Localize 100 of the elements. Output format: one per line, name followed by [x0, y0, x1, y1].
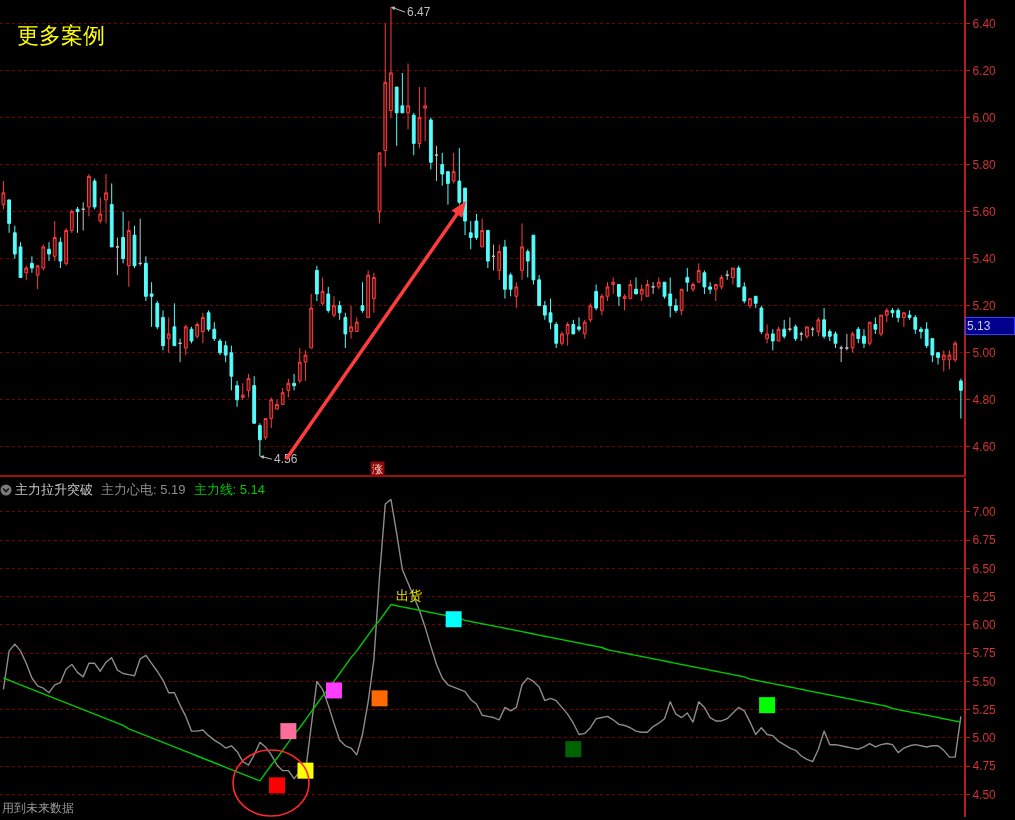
- candlestick: [782, 319, 787, 340]
- candlestick: [64, 227, 69, 267]
- candlestick: [582, 319, 587, 340]
- candlestick: [257, 422, 262, 457]
- y-tick-label: 6.20: [972, 63, 997, 78]
- point: [759, 697, 776, 714]
- candlestick: [269, 396, 274, 429]
- candlestick: [24, 265, 29, 281]
- candlestick: [280, 387, 285, 405]
- candlestick: [428, 117, 433, 170]
- candlestick: [195, 321, 200, 340]
- candlestick: [901, 312, 906, 328]
- candlestick: [856, 326, 861, 344]
- candlestick: [605, 281, 610, 302]
- candlestick: [371, 272, 376, 314]
- candlestick: [423, 86, 428, 142]
- candlestick: [884, 307, 889, 323]
- candlestick: [651, 281, 656, 295]
- candlestick: [844, 333, 849, 351]
- y-tick-label: 5.00: [972, 731, 997, 746]
- candlestick: [958, 378, 963, 420]
- y-tick-label: 5.60: [972, 204, 997, 219]
- candlestick: [92, 178, 97, 210]
- candlestick: [252, 375, 257, 424]
- candlestick: [599, 293, 604, 316]
- candlestick: [235, 380, 239, 408]
- candlestick: [514, 281, 519, 309]
- candlestick: [748, 298, 752, 309]
- y-tick-label: 5.75: [972, 646, 997, 661]
- candlestick: [155, 300, 160, 330]
- y-tick-label: 6.25: [972, 589, 997, 604]
- candlestick: [132, 225, 137, 269]
- candlestick: [839, 345, 844, 363]
- candlestick: [81, 201, 86, 231]
- candlestick: [138, 218, 143, 267]
- candlestick: [879, 314, 883, 337]
- candlestick: [497, 244, 502, 281]
- candlestick: [753, 295, 758, 309]
- candlestick: [126, 220, 131, 288]
- candlestick: [349, 305, 353, 340]
- candlestick: [936, 352, 940, 365]
- point: [445, 611, 462, 628]
- y-tick-label: 6.00: [972, 110, 997, 125]
- text: 5.13: [967, 319, 991, 333]
- annotation: 用到未来数据: [2, 801, 74, 815]
- candlestick: [611, 276, 616, 295]
- candlestick: [485, 229, 490, 269]
- line-series: [2, 603, 962, 782]
- y-tick-label: 6.00: [972, 618, 997, 633]
- candlestick: [343, 312, 348, 349]
- candlestick: [565, 321, 570, 347]
- candlestick: [30, 255, 34, 274]
- y-tick-label: 4.75: [972, 759, 997, 774]
- candlestick: [480, 218, 485, 248]
- candlestick: [656, 276, 661, 290]
- candlestick: [326, 286, 331, 314]
- candlestick: [417, 86, 422, 149]
- annotation: 出货: [396, 588, 422, 603]
- annotation: 6.47: [407, 5, 431, 19]
- candlestick: [679, 288, 684, 316]
- candlestick: [953, 340, 958, 363]
- candlestick: [451, 152, 456, 184]
- y-tick-label: 5.20: [972, 298, 997, 313]
- candlestick: [571, 319, 576, 335]
- candlestick: [434, 145, 439, 182]
- candlestick: [309, 293, 314, 349]
- candlestick: [104, 173, 108, 224]
- candlestick: [115, 237, 120, 276]
- candlestick: [275, 399, 279, 410]
- y-tick-label: 5.80: [972, 157, 997, 172]
- y-tick-label: 5.00: [972, 345, 997, 360]
- candlestick: [770, 328, 775, 351]
- candlestick: [639, 284, 644, 302]
- candlestick: [919, 326, 923, 340]
- candlestick: [121, 211, 125, 264]
- candlestick: [805, 326, 809, 340]
- candlestick: [377, 152, 382, 224]
- candlestick: [520, 222, 524, 281]
- candlestick: [286, 378, 291, 398]
- candlestick: [314, 265, 319, 302]
- candlestick: [622, 293, 627, 311]
- candlestick: [440, 152, 445, 187]
- candlestick: [554, 321, 559, 349]
- y-tick-label: 6.40: [972, 16, 997, 31]
- candlestick: [463, 187, 467, 236]
- candlestick: [7, 199, 12, 234]
- candlestick: [776, 326, 781, 342]
- candlestick: [218, 338, 222, 356]
- candlestick: [731, 267, 735, 286]
- candlestick: [816, 316, 821, 337]
- candlestick: [617, 284, 621, 307]
- candlestick: [594, 284, 599, 311]
- candlestick: [383, 23, 388, 168]
- candlestick: [149, 281, 154, 328]
- candlestick: [166, 316, 171, 354]
- y-tick-label: 4.80: [972, 392, 997, 407]
- annotation: 更多案例: [17, 23, 105, 48]
- candlestick: [713, 284, 718, 302]
- point: [280, 723, 297, 740]
- candlestick: [354, 316, 359, 333]
